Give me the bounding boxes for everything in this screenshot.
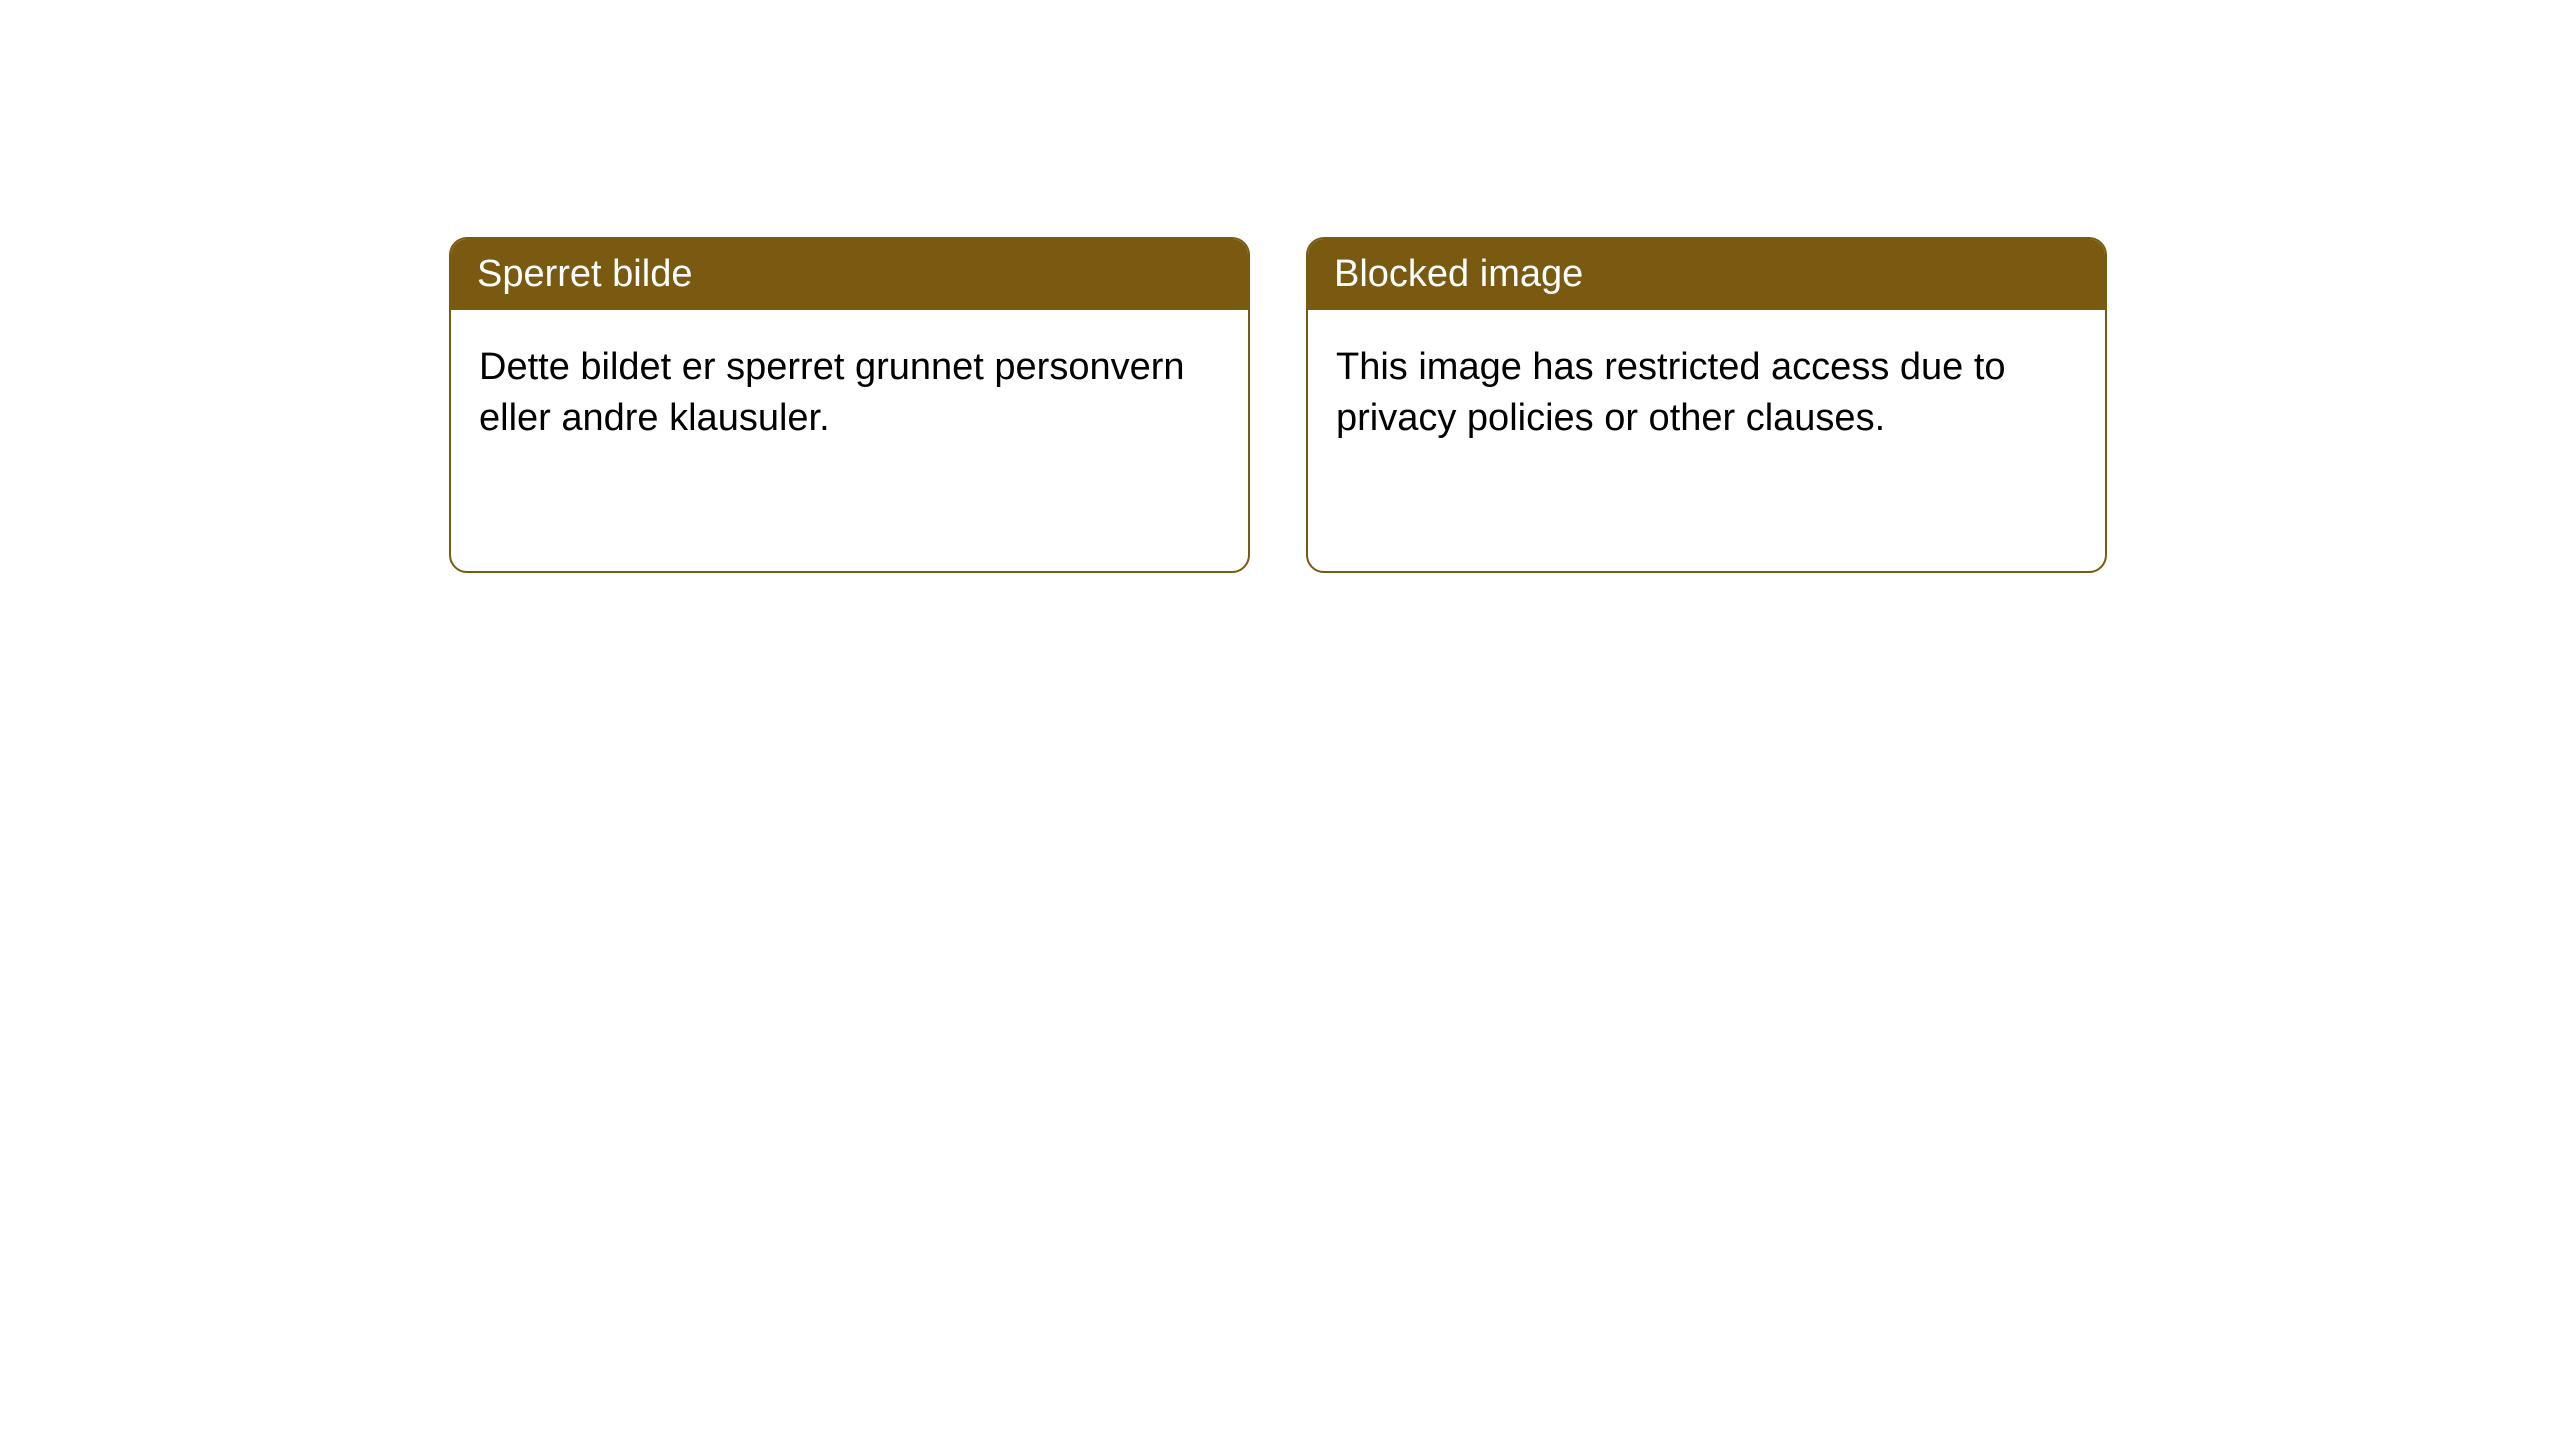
card-title: Blocked image [1334,253,1583,295]
card-body-english: This image has restricted access due to … [1308,310,2105,477]
notice-container: Sperret bilde Dette bildet er sperret gr… [449,237,2107,573]
card-title: Sperret bilde [477,253,692,295]
card-message: This image has restricted access due to … [1336,346,2006,439]
notice-card-english: Blocked image This image has restricted … [1306,237,2107,573]
notice-card-norwegian: Sperret bilde Dette bildet er sperret gr… [449,237,1250,573]
card-header-norwegian: Sperret bilde [451,239,1248,310]
card-body-norwegian: Dette bildet er sperret grunnet personve… [451,310,1248,477]
card-header-english: Blocked image [1308,239,2105,310]
card-message: Dette bildet er sperret grunnet personve… [479,346,1185,439]
